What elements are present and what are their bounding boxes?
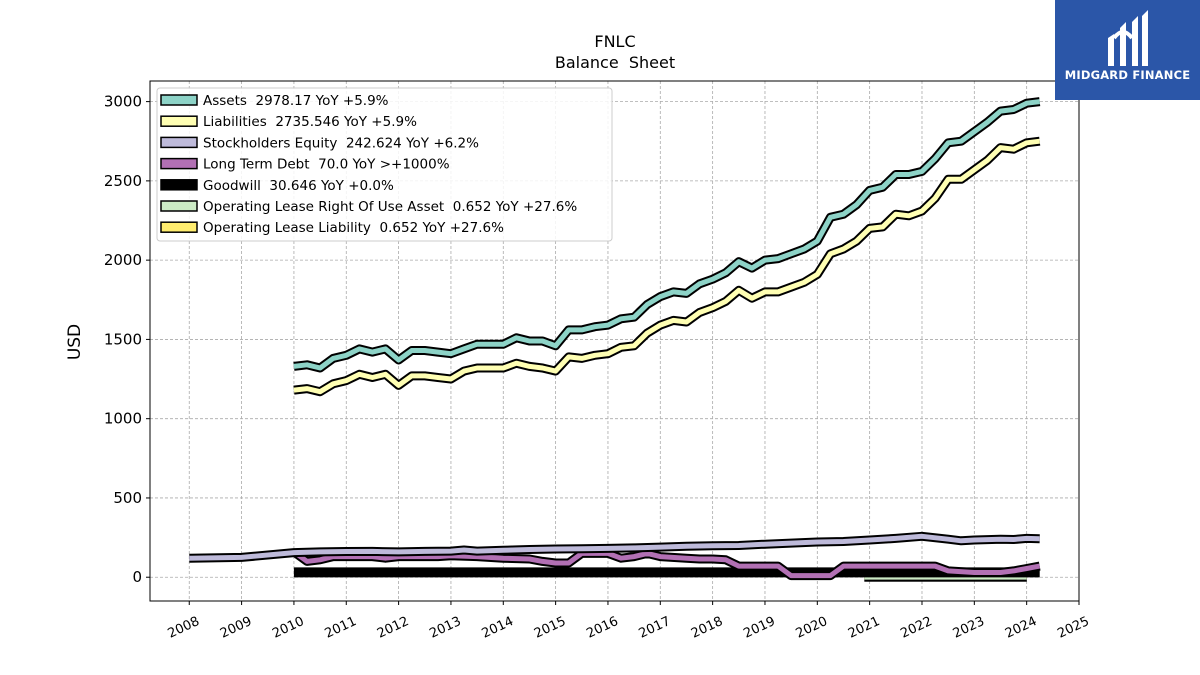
legend-swatch bbox=[160, 200, 198, 212]
plot-frame bbox=[149, 80, 1080, 602]
y-tick-label: 1500 bbox=[104, 330, 142, 348]
y-tick-label: 0 bbox=[132, 568, 142, 586]
y-tick-label: 2000 bbox=[104, 251, 142, 269]
y-tick-label: 500 bbox=[113, 489, 142, 507]
legend-label: Operating Lease Right Of Use Asset 0.652… bbox=[203, 199, 577, 215]
x-tick-label: 2021 bbox=[846, 614, 882, 642]
legend-label: Assets 2978.17 YoY +5.9% bbox=[203, 93, 389, 109]
x-tick-label: 2014 bbox=[480, 614, 516, 642]
x-tick-label: 2019 bbox=[741, 614, 777, 642]
logo-mark-icon bbox=[1108, 10, 1148, 66]
legend-swatch bbox=[160, 115, 198, 127]
x-tick-label: 2017 bbox=[637, 614, 673, 642]
y-tick-label: 3000 bbox=[104, 93, 142, 111]
x-tick-label: 2020 bbox=[794, 614, 830, 642]
legend-label: Operating Lease Liability 0.652 YoY +27.… bbox=[203, 220, 504, 236]
x-tick-label: 2011 bbox=[323, 614, 359, 642]
y-tick-label: 1000 bbox=[104, 410, 142, 428]
legend-label: Liabilities 2735.546 YoY +5.9% bbox=[203, 114, 417, 130]
y-tick-label: 2500 bbox=[104, 172, 142, 190]
legend-box bbox=[156, 87, 613, 242]
legend-label: Long Term Debt 70.0 YoY >+1000% bbox=[203, 157, 450, 173]
legend-swatch bbox=[160, 136, 198, 149]
chart-subtitle: Balance Sheet bbox=[555, 53, 675, 72]
legend-swatch bbox=[160, 179, 198, 191]
x-tick-label: 2010 bbox=[270, 614, 306, 642]
chart-title: FNLC bbox=[594, 32, 635, 51]
x-tick-label: 2023 bbox=[951, 614, 987, 642]
x-tick-label: 2013 bbox=[427, 614, 463, 642]
x-tick-label: 2018 bbox=[689, 614, 725, 642]
x-tick-label: 2025 bbox=[1055, 614, 1091, 642]
legend-label: Goodwill 30.646 YoY +0.0% bbox=[203, 178, 394, 194]
series-line-stockholders-equity bbox=[189, 533, 1040, 561]
x-tick-label: 2022 bbox=[898, 614, 934, 642]
midgard-finance-logo: MIDGARD FINANCE bbox=[1055, 0, 1200, 100]
logo-text: MIDGARD FINANCE bbox=[1064, 68, 1191, 82]
series-line-assets bbox=[293, 99, 1041, 371]
x-tick-label: 2008 bbox=[166, 614, 202, 642]
x-tick-label: 2015 bbox=[532, 614, 568, 642]
legend-swatch bbox=[160, 94, 198, 106]
series-line-liabilities bbox=[293, 138, 1041, 395]
series-line-long-term-debt bbox=[292, 549, 1041, 579]
x-tick-label: 2024 bbox=[1003, 614, 1039, 642]
legend-label: Stockholders Equity 242.624 YoY +6.2% bbox=[203, 135, 479, 151]
x-tick-label: 2016 bbox=[584, 614, 620, 642]
legend-swatch bbox=[160, 221, 198, 233]
legend-swatch bbox=[160, 157, 198, 170]
x-tick-label: 2009 bbox=[218, 614, 254, 642]
y-axis-label: USD bbox=[65, 324, 85, 360]
x-tick-label: 2012 bbox=[375, 614, 411, 642]
